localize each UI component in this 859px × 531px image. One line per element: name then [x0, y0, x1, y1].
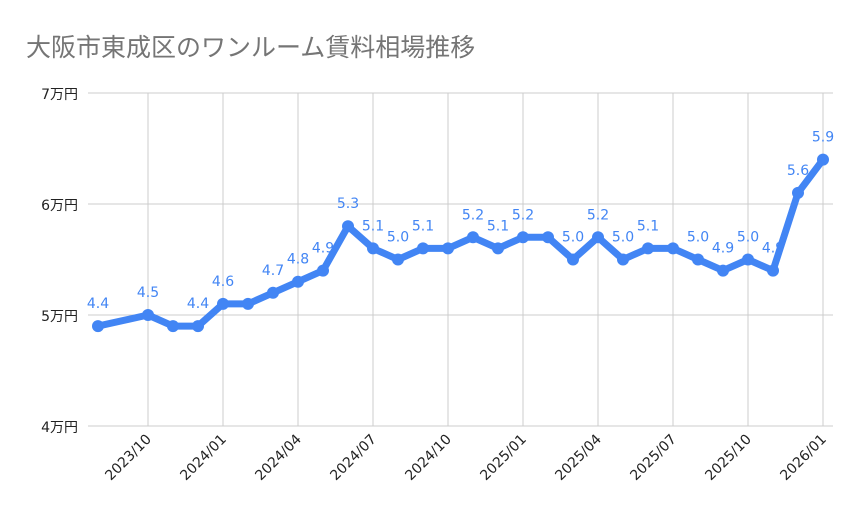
data-point — [642, 242, 654, 255]
data-point — [417, 242, 429, 255]
data-point — [392, 253, 404, 266]
data-label: 4.9 — [712, 241, 734, 257]
data-label: 4.9 — [312, 241, 334, 257]
x-tick-label: 2024/01 — [177, 432, 229, 484]
data-label: 5.0 — [562, 230, 584, 246]
data-label: 5.6 — [787, 163, 809, 179]
data-point — [542, 231, 554, 244]
data-point — [617, 253, 629, 266]
data-point — [742, 253, 754, 266]
data-label: 4.4 — [87, 296, 109, 312]
data-label: 4.6 — [212, 274, 234, 290]
data-label: 5.1 — [412, 218, 434, 234]
x-tick-label: 2025/01 — [477, 432, 529, 484]
data-label: 4.9 — [762, 241, 784, 257]
data-point — [267, 286, 279, 299]
data-label: 5.9 — [812, 130, 834, 146]
data-label: 5.0 — [387, 230, 409, 246]
data-label: 5.0 — [737, 230, 759, 246]
y-tick-label: 5万円 — [41, 309, 78, 325]
data-label: 4.8 — [287, 252, 309, 268]
x-tick-label: 2024/10 — [402, 432, 454, 484]
x-tick-label: 2024/07 — [327, 432, 379, 484]
data-point — [517, 231, 529, 244]
data-point — [817, 153, 829, 166]
data-point — [92, 320, 104, 333]
data-label: 4.4 — [187, 296, 209, 312]
data-point — [317, 264, 329, 277]
data-label: 4.5 — [137, 285, 159, 301]
data-label: 4.7 — [262, 263, 284, 279]
data-label: 5.2 — [512, 207, 534, 223]
data-point — [467, 231, 479, 244]
x-tick-label: 2023/10 — [102, 432, 154, 484]
data-point — [342, 220, 354, 233]
data-label: 5.1 — [487, 218, 509, 234]
data-point — [242, 297, 254, 310]
data-point — [592, 231, 604, 244]
data-point — [192, 320, 204, 333]
y-tick-label: 4万円 — [41, 420, 78, 436]
data-point — [367, 242, 379, 255]
x-tick-label: 2025/07 — [627, 432, 679, 484]
data-label: 5.1 — [637, 218, 659, 234]
chart-title: 大阪市東成区のワンルーム賃料相場推移 — [26, 33, 476, 62]
data-point — [442, 242, 454, 255]
data-point — [167, 320, 179, 333]
data-point — [492, 242, 504, 255]
x-tick-label: 2024/04 — [252, 431, 305, 484]
data-point — [767, 264, 779, 277]
data-point — [717, 264, 729, 277]
y-tick-label: 7万円 — [41, 87, 78, 103]
data-point — [217, 297, 229, 310]
data-point — [692, 253, 704, 266]
x-tick-label: 2026/01 — [777, 432, 829, 484]
x-tick-label: 2025/10 — [702, 432, 754, 484]
data-label: 5.0 — [687, 230, 709, 246]
data-label: 5.2 — [587, 207, 609, 223]
data-label: 5.1 — [362, 218, 384, 234]
x-tick-label: 2025/04 — [552, 431, 605, 484]
data-point — [667, 242, 679, 255]
data-label: 5.0 — [612, 230, 634, 246]
data-point — [142, 309, 154, 321]
data-point — [567, 253, 579, 266]
data-label: 5.3 — [337, 196, 359, 212]
y-tick-label: 6万円 — [41, 198, 78, 214]
data-label: 5.2 — [462, 207, 484, 223]
data-point — [292, 275, 304, 288]
data-point — [792, 186, 804, 199]
